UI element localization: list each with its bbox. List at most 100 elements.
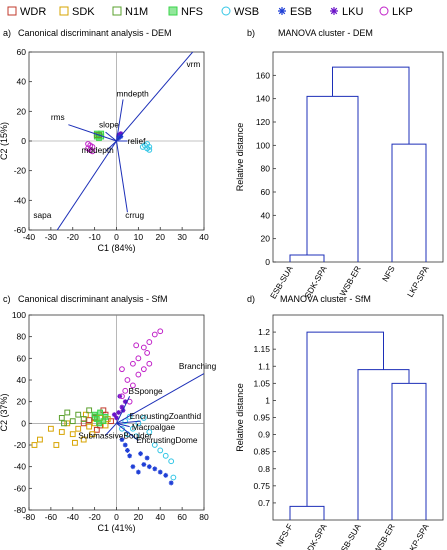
marker-lkp [140, 366, 147, 373]
x-tick-label: 0 [114, 232, 119, 242]
panel-a-title: Canonical discriminant analysis - DEM [18, 28, 172, 38]
leaf-label: NFS-F [274, 522, 295, 548]
marker-sdk [64, 420, 71, 427]
x-tick-label: -80 [23, 512, 36, 522]
marker-lku [330, 7, 338, 15]
marker-wdr [7, 6, 17, 16]
marker-lkp [140, 344, 147, 351]
vector-encrustingdome [116, 422, 139, 442]
marker-esb [138, 451, 143, 457]
legend-label-wdr: WDR [20, 6, 46, 18]
marker-lkp [151, 331, 158, 338]
marker-n1m [86, 407, 93, 414]
y-tick-label: 20 [17, 397, 27, 407]
marker-n1m [58, 415, 65, 421]
y-tick-label: 1.1 [258, 361, 270, 371]
panel-d-title: MANOVA cluster - SfM [280, 294, 371, 304]
marker-lkp [85, 141, 91, 147]
y-tick-label: 140 [256, 94, 270, 104]
marker-lkp [124, 377, 131, 383]
marker-wsb [130, 425, 136, 432]
leaf-label: NFS [380, 264, 397, 284]
x-tick-label: 10 [134, 232, 144, 242]
y-tick-label: 0 [21, 136, 26, 146]
y-tick-label: 40 [17, 77, 27, 87]
dendrogram-link [306, 331, 384, 507]
vector-label-crrug: crrug [125, 210, 144, 220]
vector-label-mddepth: mddepth [82, 145, 115, 155]
marker-sdk [80, 436, 87, 443]
y-tick-label: 0.7 [258, 498, 270, 508]
vector-macroalgae [116, 422, 130, 428]
marker-esb [119, 437, 125, 442]
y-axis-label: C2 (37%) [0, 393, 9, 431]
marker-wsb [140, 415, 147, 421]
panel-d-dendrogram: 0.7 0.75 0.8 0.85 0.9 0.95 1 1.05 1.1 1.15 1.2 Rela… [235, 314, 444, 550]
x-tick-label: -10 [88, 232, 101, 242]
y-tick-label: 60 [17, 47, 27, 57]
y-tick-label: 0 [265, 257, 270, 267]
vector-slope [105, 131, 117, 142]
marker-wsb [151, 442, 158, 448]
marker-esb [122, 442, 128, 448]
marker-sdk [89, 431, 96, 438]
marker-n1m [75, 411, 82, 418]
marker-sdk [72, 439, 78, 446]
marker-lkp [122, 387, 129, 394]
marker-wsb [168, 458, 175, 465]
marker-lkp [157, 328, 164, 335]
marker-sdk [75, 425, 82, 432]
x-tick-label: 30 [177, 232, 187, 242]
marker-wdr [86, 417, 93, 423]
x-tick-label: -20 [67, 232, 80, 242]
marker-lku [111, 412, 117, 418]
marker-wsb [146, 147, 153, 153]
marker-lku [116, 410, 122, 415]
marker-n1m [64, 409, 71, 416]
marker-lku [114, 415, 119, 421]
y-tick-label: 100 [256, 140, 270, 150]
leaf-label: LKP-SPA [405, 264, 431, 299]
y-tick-label: 0.95 [253, 413, 270, 423]
vector-label-relief: relief [127, 136, 146, 146]
vector-sapa [56, 140, 117, 230]
vector-encrustingzoanthid [116, 420, 141, 424]
y-tick-label: -20 [14, 440, 27, 450]
vector-label-encrustingdome: EncrustingDome [136, 435, 198, 445]
y-tick-label: 0.75 [253, 481, 270, 491]
dendrogram-link [289, 254, 325, 262]
leaf-label: LKP-SPA [405, 522, 431, 550]
x-axis-label: C1 (41%) [97, 523, 135, 533]
y-tick-label: 20 [17, 106, 27, 116]
vector-label-macroalgae: Macroalgae [132, 422, 176, 432]
vector-branching [116, 373, 204, 424]
vector-label-sapa: sapa [33, 210, 51, 220]
vector-label-slope: slope [99, 120, 119, 130]
x-tick-label: 20 [156, 232, 166, 242]
marker-lkp [146, 360, 153, 367]
y-tick-label: 20 [261, 234, 271, 244]
marker-lku [118, 131, 124, 136]
vector-submassiveboulder [105, 422, 117, 436]
x-tick-label: 0 [114, 512, 119, 522]
marker-esb [146, 464, 152, 470]
dendrogram-link [391, 382, 427, 520]
vector-vrm [116, 52, 194, 142]
x-tick-label: 40 [156, 512, 166, 522]
vector-label-vrm: vrm [187, 59, 201, 69]
marker-sdk [31, 442, 38, 448]
vector-bsponge [116, 396, 131, 424]
marker-sdk [59, 6, 69, 16]
marker-lku [122, 399, 128, 405]
panel-c-title: Canonical discriminant analysis - SfM [18, 294, 168, 304]
y-tick-label: 160 [256, 70, 270, 80]
marker-lkp [144, 350, 151, 356]
y-tick-label: 1.15 [253, 344, 270, 354]
y-tick-label: 80 [17, 332, 27, 342]
marker-esb [168, 480, 174, 486]
marker-lku [119, 404, 125, 410]
panel-b-title: MANOVA cluster - DEM [278, 28, 373, 38]
y-tick-label: 0.9 [258, 430, 270, 440]
leaf-label: ESB-SUA [336, 522, 363, 550]
panel-a-label: a) [3, 28, 11, 38]
